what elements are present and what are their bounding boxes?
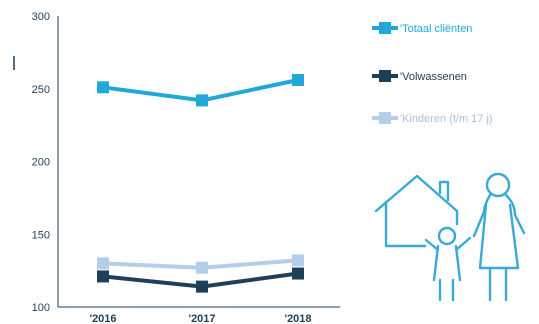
y-tick-label: 150	[32, 229, 50, 241]
legend-label: 'Kinderen (t/m 17 j)	[400, 113, 493, 125]
data-point	[97, 81, 109, 94]
data-point	[97, 270, 109, 283]
family-house-icon	[374, 172, 526, 302]
x-tick-label: '2016	[89, 313, 116, 324]
data-point	[97, 257, 109, 270]
data-point	[292, 267, 304, 280]
y-tick-label: 300	[32, 11, 50, 23]
y-tick-label: 100	[32, 302, 50, 314]
legend-swatch-marker	[379, 70, 391, 82]
y-tick-label: 200	[32, 157, 50, 169]
data-point	[292, 74, 304, 87]
series-lines	[97, 74, 304, 293]
data-point	[196, 280, 208, 293]
data-point	[196, 261, 208, 274]
legend-swatch-marker	[379, 112, 391, 124]
y-tick-label: 250	[32, 84, 50, 96]
tick-labels: 100 150 200 250 300 '2016 '2017 '2018	[32, 11, 312, 324]
legend-label: 'Totaal cliënten	[400, 23, 472, 35]
x-tick-label: '2018	[284, 313, 311, 324]
axes	[13, 16, 340, 308]
x-tick-label: '2017	[188, 313, 215, 324]
legend: 'Totaal cliënten 'Volwassenen 'Kinderen (t…	[372, 22, 493, 125]
data-point	[292, 254, 304, 267]
legend-label: 'Volwassenen	[400, 71, 467, 83]
legend-swatch-marker	[379, 22, 391, 34]
data-point	[196, 94, 208, 107]
